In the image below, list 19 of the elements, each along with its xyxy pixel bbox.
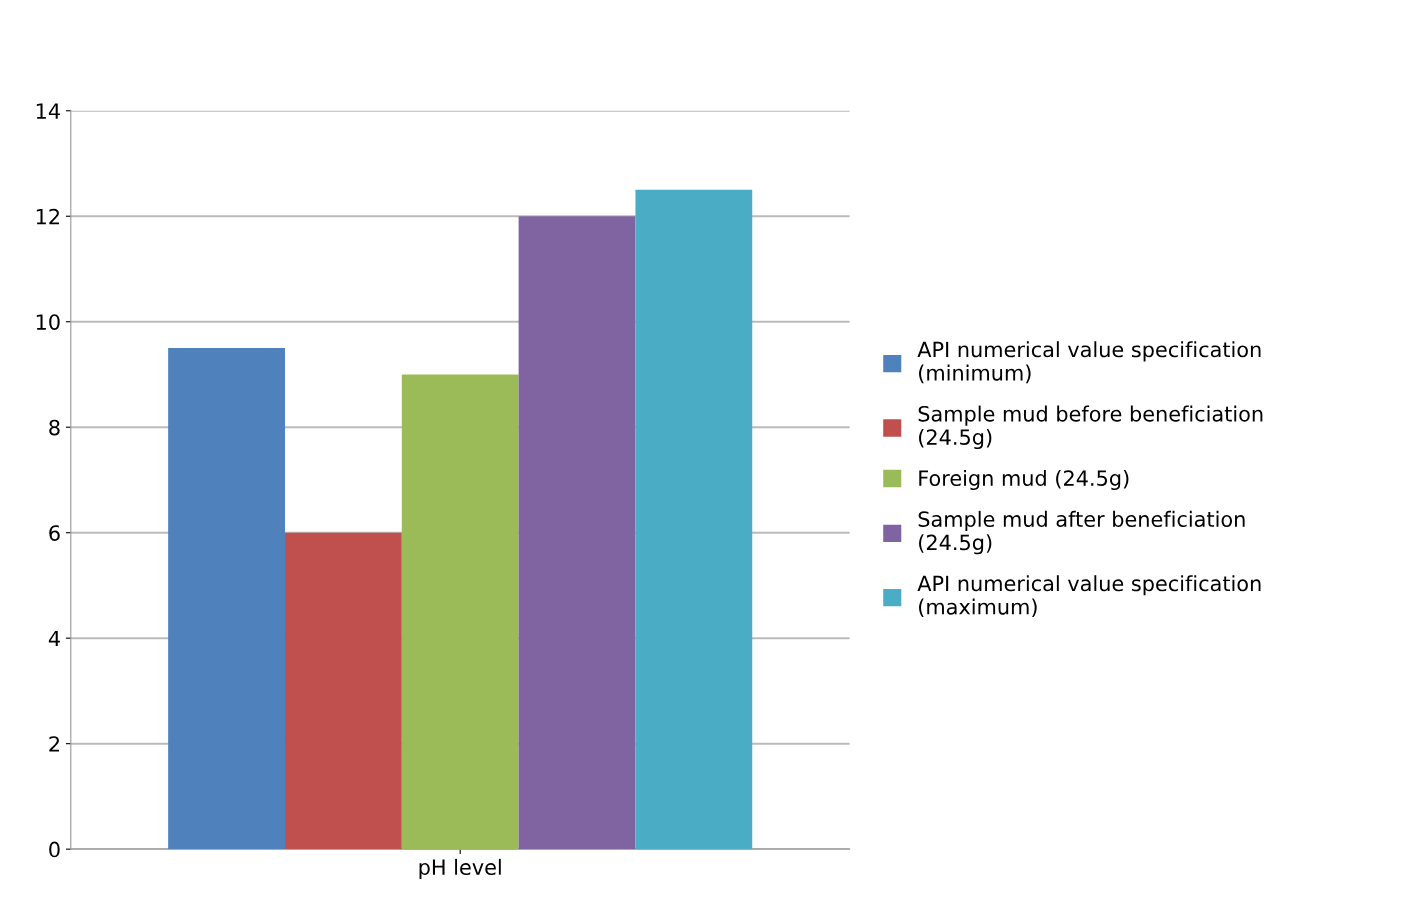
legend-label: Foreign mud (24.5g) [919,469,1129,491]
y-tick-label: 14 [36,103,60,119]
y-tick-label: 12 [36,208,59,225]
bar [168,348,285,850]
y-tick-label: 6 [49,525,60,541]
y-tick-label: 8 [49,419,60,436]
y-tick-label: 0 [49,841,60,858]
x-tick-label: pH level [419,858,501,880]
bar [518,216,636,850]
legend-label: API numerical value specification (minimum) [917,341,1261,384]
y-tick-label: 4 [48,630,60,647]
legend-label: Sample mud before beneficiation (24.5g) [918,405,1263,450]
bar [284,532,402,850]
y-tick-label: 10 [36,314,60,330]
legend-label: API numerical value specification (maximum) [917,575,1261,618]
legend-label: Sample mud after beneficiation (24.5g) [918,510,1245,555]
bar [635,189,753,850]
bar [401,374,519,850]
y-tick-label: 2 [49,736,59,752]
